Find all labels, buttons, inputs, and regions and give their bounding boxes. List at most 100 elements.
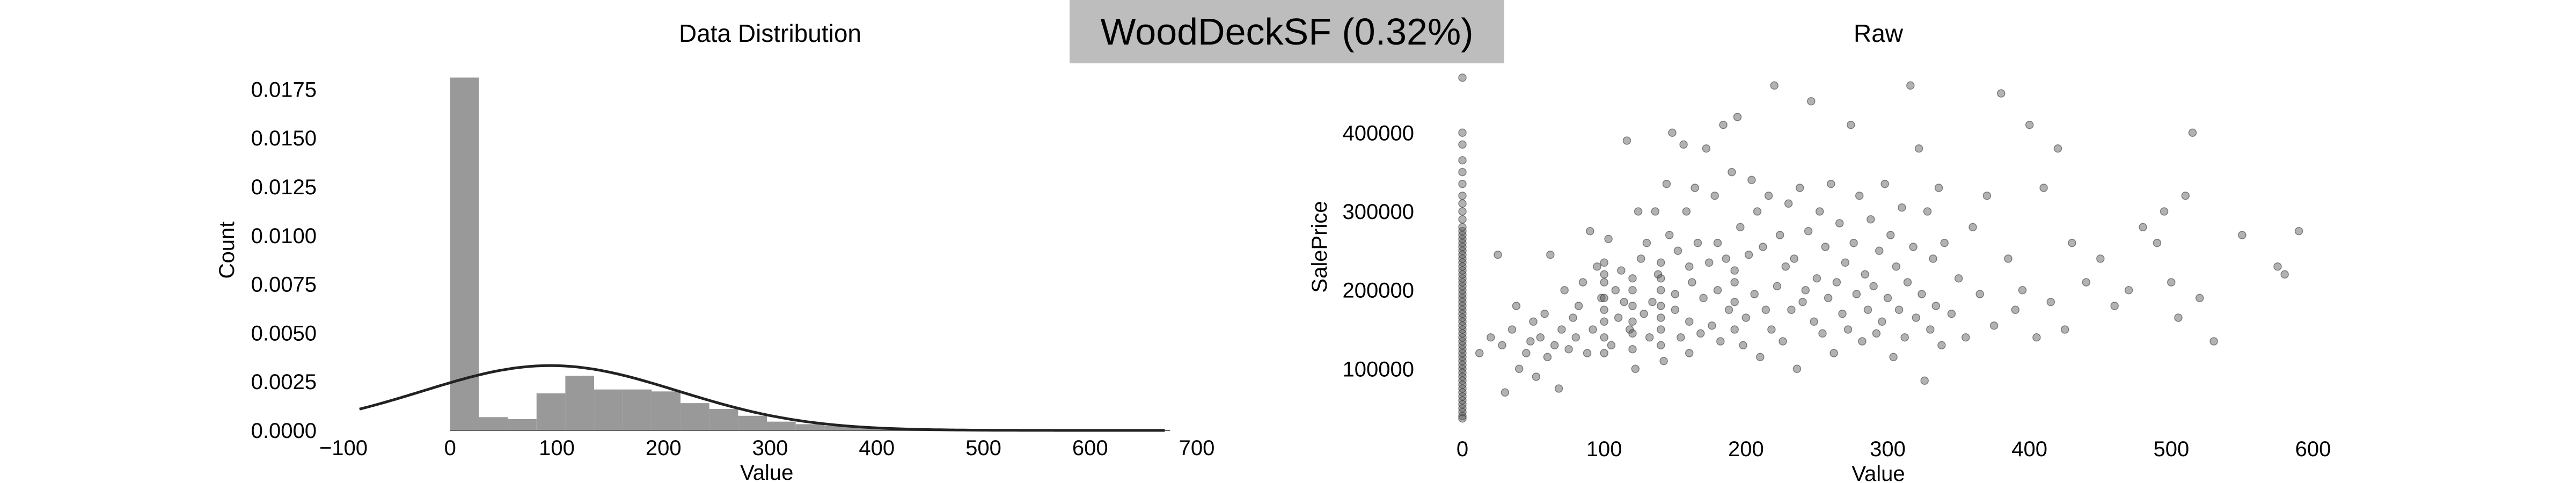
scatter-point [1696,329,1705,338]
scatter-point [1560,286,1569,295]
scatter-point [2188,128,2197,137]
scatter-point [1914,144,1923,153]
scatter-point [1724,305,1733,314]
scatter-point [1685,349,1694,357]
scatter-point [1640,309,1648,318]
scatter-point [1829,349,1838,357]
y-tick-label: 0.0075 [251,273,317,297]
scatter-point [1807,97,1816,106]
scatter-point [1682,207,1691,216]
scatter-point [1662,179,1671,188]
scatter-point [1861,270,1869,279]
y-tick-label: 0.0125 [251,175,317,199]
scatter-point [1620,297,1628,306]
scatter-point [1631,364,1640,374]
scatter-point [1728,167,1736,177]
scatter-point [1458,140,1467,149]
scatter-point [1651,207,1660,216]
scatter-point [1704,258,1714,267]
scatter-point [1931,302,1941,310]
scatter-point [1773,282,1782,291]
scatter-point [2032,333,2041,342]
histogram-bar [738,415,767,430]
scatter-point [1693,238,1702,247]
scatter-point [1583,349,1592,357]
scatter-point [2273,262,2282,271]
scatter-point [1600,349,1608,357]
y-tick-label: 0.0175 [251,78,317,101]
histogram-bar [450,77,479,430]
scatter-point [1614,313,1623,322]
x-tick-label: 0 [444,436,456,460]
scatter-point [1699,294,1708,303]
scatter-point [2004,254,2012,263]
scatter-point [1574,302,1583,310]
scatter-point [1906,81,1915,90]
y-tick-label: 0.0150 [251,127,317,150]
scatter-point [1855,191,1864,200]
histogram-bar [709,409,738,430]
scatter-point [1600,278,1608,287]
histogram-bar [795,424,825,430]
scatter-point [1673,246,1682,255]
scatter-point [2167,278,2176,287]
scatter-point [2181,191,2190,200]
scatter-point [1487,333,1495,342]
scatter-point [1628,286,1637,295]
scatter-point [2294,226,2303,236]
scatter-point [1739,341,1747,350]
scatter-point [1747,175,1756,185]
scatter-point [1818,329,1827,338]
scatter-point [1997,89,2006,98]
scatter-point [1858,337,1867,346]
histogram-bar [767,421,796,430]
scatter-point [1597,294,1606,303]
x-tick-label: 500 [2153,437,2189,461]
scatter-point [1458,156,1467,165]
x-tick-label: 100 [539,436,575,460]
scatter-point [1730,325,1739,334]
scatter-point [1507,325,1517,334]
scatter-point [1593,262,1601,271]
scatter-point [1532,372,1541,381]
scatter-point [1898,203,1906,212]
scatter-point [1730,266,1739,275]
scatter-point [1685,262,1694,271]
variable-badge: WoodDeckSF (0.32%) [1070,0,1504,63]
scatter-point [1722,254,1731,263]
scatter-point [2174,313,2183,322]
scatter-point [1812,274,1821,283]
scatter-point [1571,333,1580,342]
scatter-point [1458,223,1467,232]
scatter-point [1847,120,1855,129]
scatter-point [2153,238,2162,247]
scatter-point [1622,136,1631,145]
scatter-point [1781,262,1790,271]
scatter-point [1529,317,1538,326]
scatter-point [1764,191,1773,200]
scatter-point [1863,305,1872,314]
scatter-point [1827,179,1835,188]
scatter-point [1671,305,1680,314]
scatter-point [1600,317,1608,326]
scatter-point [1458,412,1467,421]
scatter-point [1522,349,1531,357]
y-tick-label: 200000 [1343,279,1414,303]
scatter-point [1770,81,1779,90]
scatter-point [1589,325,1597,334]
x-tick-label: 400 [2011,437,2047,461]
scatter-point [1779,337,1787,346]
histogram-x-label: Value [740,461,793,483]
scatter-point [2060,325,2069,334]
scatter-point [2160,207,2169,216]
scatter-point [1668,128,1677,137]
scatter-point [1940,238,1949,247]
scatter-point [1730,278,1739,287]
scatter-point [1628,317,1637,326]
scatter-point [1883,294,1892,303]
scatter-point [1947,309,1956,318]
scatter-point [1690,184,1699,192]
scatter-point [1878,317,1886,326]
scatter-point [1540,309,1549,318]
scatter-point [1804,226,1813,236]
